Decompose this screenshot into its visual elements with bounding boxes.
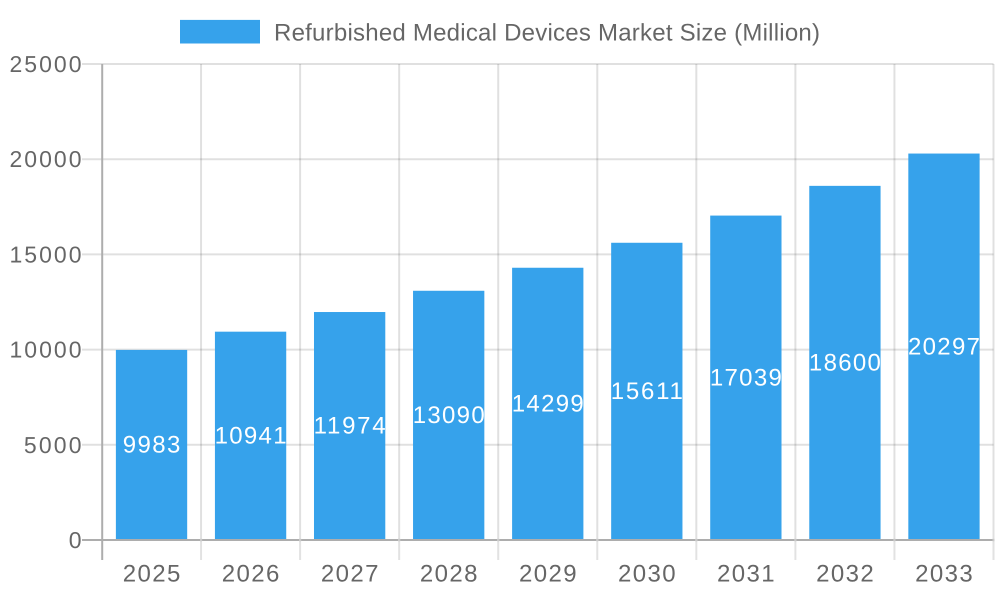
svg-text:10000: 10000 [10,337,82,363]
svg-text:18600: 18600 [809,349,881,376]
svg-text:15000: 15000 [10,241,82,267]
svg-text:20000: 20000 [10,146,82,172]
svg-text:20297: 20297 [908,333,980,360]
svg-text:10941: 10941 [215,422,287,449]
svg-text:13090: 13090 [413,402,485,429]
svg-text:17039: 17039 [710,364,782,391]
svg-text:25000: 25000 [10,51,82,77]
svg-text:2029: 2029 [519,560,577,587]
svg-text:2033: 2033 [915,560,973,587]
svg-text:15611: 15611 [611,378,683,405]
svg-text:11974: 11974 [314,413,386,440]
svg-text:5000: 5000 [24,432,82,458]
svg-text:2032: 2032 [816,560,874,587]
svg-text:14299: 14299 [512,390,584,417]
svg-text:0: 0 [69,527,82,553]
svg-text:2027: 2027 [321,560,379,587]
svg-text:Refurbished Medical Devices Ma: Refurbished Medical Devices Market Size … [274,20,820,47]
svg-text:2025: 2025 [123,560,181,587]
svg-text:2026: 2026 [222,560,280,587]
svg-text:2030: 2030 [618,560,676,587]
svg-text:2028: 2028 [420,560,478,587]
svg-text:2031: 2031 [717,560,775,587]
svg-text:9983: 9983 [123,431,181,458]
